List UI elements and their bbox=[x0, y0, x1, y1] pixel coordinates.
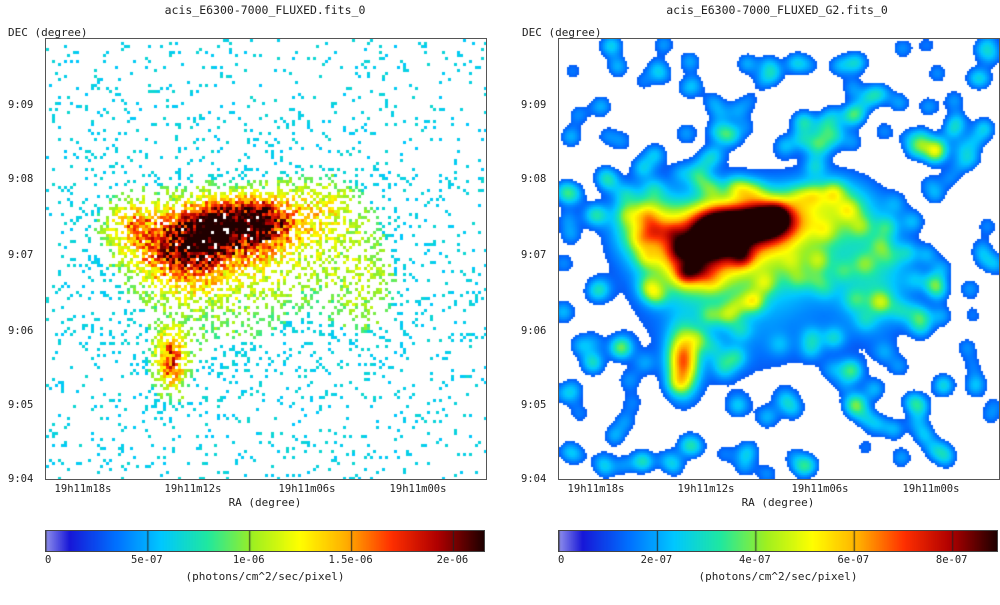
left-colorbar-gradient bbox=[46, 531, 484, 551]
x-tick-label: 19h11m00s bbox=[902, 483, 960, 495]
left-x-axis-label: RA (degree) bbox=[228, 496, 302, 509]
left-chart-title: acis_E6300-7000_FLUXED.fits_0 bbox=[164, 3, 366, 17]
y-tick-label: 9:07 bbox=[8, 249, 34, 261]
right-colorbar-label: (photons/cm^2/sec/pixel) bbox=[698, 570, 858, 583]
left-colorbar-label: (photons/cm^2/sec/pixel) bbox=[185, 570, 345, 583]
left-heatmap-plot bbox=[45, 38, 487, 480]
y-tick-label: 9:09 bbox=[521, 99, 547, 111]
x-tick-label: 19h11m06s bbox=[278, 483, 336, 495]
y-tick-label: 9:05 bbox=[521, 399, 547, 411]
x-tick-label: 19h11m18s bbox=[54, 483, 112, 495]
colorbar-tick-label: 5e-07 bbox=[131, 554, 163, 566]
colorbar-tick-label: 8e-07 bbox=[935, 554, 968, 566]
right-chart-title: acis_E6300-7000_FLUXED_G2.fits_0 bbox=[666, 3, 888, 17]
right-x-axis-label: RA (degree) bbox=[741, 496, 815, 509]
colorbar-tick-label: 2e-07 bbox=[640, 554, 673, 566]
left-colorbar bbox=[45, 530, 485, 552]
left-heatmap-canvas bbox=[46, 39, 486, 479]
x-tick-label: 19h11m18s bbox=[567, 483, 625, 495]
left-y-axis-label: DEC (degree) bbox=[8, 26, 88, 39]
x-tick-label: 19h11m12s bbox=[677, 483, 735, 495]
y-tick-label: 9:04 bbox=[8, 473, 34, 485]
right-colorbar-gradient bbox=[559, 531, 997, 551]
colorbar-tick-label: 1e-06 bbox=[232, 554, 265, 566]
y-tick-label: 9:06 bbox=[8, 325, 34, 337]
y-tick-label: 9:09 bbox=[8, 99, 34, 111]
y-tick-label: 9:07 bbox=[521, 249, 547, 261]
y-tick-label: 9:06 bbox=[521, 325, 547, 337]
colorbar-tick-label: 1.5e-06 bbox=[328, 554, 373, 566]
right-heatmap-plot bbox=[558, 38, 1000, 480]
y-tick-label: 9:05 bbox=[8, 399, 34, 411]
y-tick-label: 9:04 bbox=[521, 473, 547, 485]
y-tick-label: 9:08 bbox=[521, 173, 547, 185]
colorbar-tick-label: 0 bbox=[558, 554, 565, 566]
x-tick-label: 19h11m12s bbox=[164, 483, 222, 495]
y-tick-label: 9:08 bbox=[8, 173, 34, 185]
x-tick-label: 19h11m00s bbox=[389, 483, 447, 495]
colorbar-tick-label: 4e-07 bbox=[739, 554, 771, 566]
colorbar-tick-label: 2e-06 bbox=[436, 554, 469, 566]
colorbar-tick-label: 0 bbox=[45, 554, 52, 566]
right-y-axis-label: DEC (degree) bbox=[522, 26, 602, 39]
colorbar-tick-label: 6e-07 bbox=[837, 554, 870, 566]
right-heatmap-canvas bbox=[559, 39, 999, 479]
x-tick-label: 19h11m06s bbox=[791, 483, 849, 495]
right-colorbar bbox=[558, 530, 998, 552]
